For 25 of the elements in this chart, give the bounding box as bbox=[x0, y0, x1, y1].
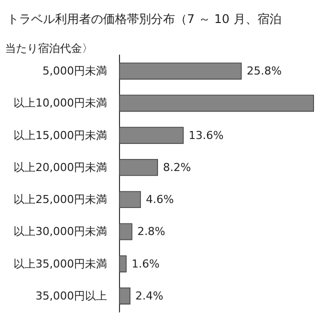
bar bbox=[119, 255, 127, 272]
y-tick-label: 35,000円以上 bbox=[36, 289, 107, 302]
data-label: 8.2% bbox=[163, 160, 191, 174]
data-label: 13.6% bbox=[188, 128, 224, 142]
chart-subtitle: 当たり宿泊代金〉 bbox=[5, 42, 93, 55]
bar bbox=[119, 62, 242, 80]
chart-title: トラベル利用者の価格帯別分布（7 ～ 10 月、宿泊 bbox=[7, 12, 282, 26]
data-label: 2.8% bbox=[137, 225, 166, 238]
y-tick-label: 以上20,000円未満 bbox=[14, 160, 107, 174]
bar bbox=[119, 94, 314, 112]
data-label: 25.8% bbox=[246, 64, 282, 78]
y-tick-label: 5,000円未満 bbox=[42, 64, 107, 78]
y-tick-label: 以上25,000円未満 bbox=[14, 193, 107, 206]
bar bbox=[119, 287, 130, 304]
bar bbox=[119, 158, 158, 176]
y-tick-label: 以上30,000円未満 bbox=[14, 225, 107, 238]
data-label: 2.4% bbox=[135, 289, 164, 302]
bar bbox=[119, 126, 184, 144]
y-tick-label: 以上10,000円未満 bbox=[14, 96, 107, 110]
data-label: 1.6% bbox=[132, 257, 160, 270]
y-tick-label: 以上15,000円未満 bbox=[14, 128, 107, 142]
bar bbox=[119, 223, 132, 240]
data-label: 4.6% bbox=[146, 193, 174, 206]
y-tick-label: 以上35,000円未満 bbox=[14, 257, 107, 270]
bar bbox=[119, 191, 141, 208]
